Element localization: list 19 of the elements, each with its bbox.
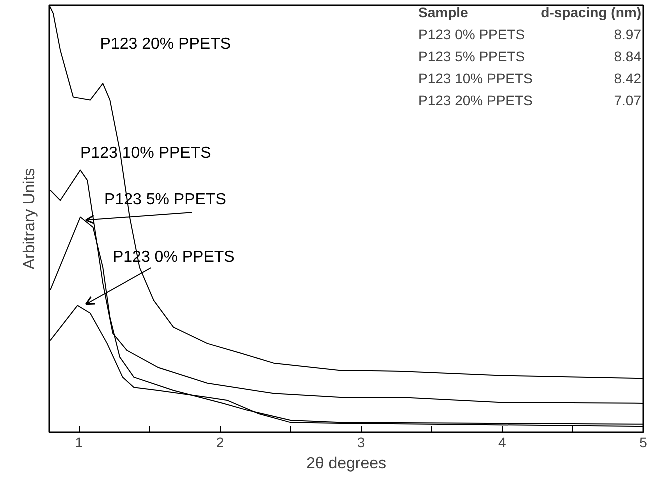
annotation: d-spacing (nm) [541,4,642,20]
annotation: 8.42 [614,70,642,86]
x-tick-label: 1 [75,434,84,450]
annotation: P123 5% PPETS [418,48,526,64]
series-label: P123 20% PPETS [100,36,232,53]
annotation: 8.84 [614,48,642,64]
annotation: 7.07 [614,92,642,108]
series-label: P123 10% PPETS [80,145,212,162]
x-tick-label: 2 [216,434,224,450]
x-tick-label: 3 [357,434,366,450]
annotation: 8.97 [614,26,642,42]
x-axis-title: 2θ degrees [306,456,387,472]
x-tick-label: 4 [498,434,507,450]
annotation: P123 10% PPETS [418,70,533,86]
annotation: P123 20% PPETS [418,92,533,108]
x-tick-label: 5 [640,434,648,450]
y-axis-title: Arbitrary Units [22,168,38,270]
annotation: P123 0% PPETS [418,26,526,42]
annotation: Sample [418,4,469,20]
